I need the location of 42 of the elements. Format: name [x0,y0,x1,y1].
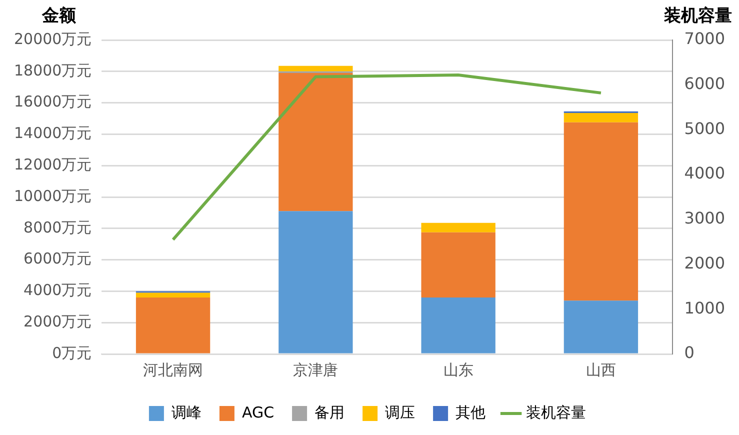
legend-label: 调压 [385,403,416,422]
y2-tick-label: 4000 [684,164,725,183]
y2-axis-title: 装机容量 [663,6,732,26]
y2-tick-label: 7000 [684,29,725,48]
y-tick-label: 14000万元 [14,124,92,142]
y2-tick-label: 6000 [684,74,725,94]
x-tick-label: 山东 [443,360,474,379]
legend-label: 调峰 [171,403,202,422]
y2-tick-label: 3000 [684,208,725,228]
y-axis-title: 金额 [41,6,77,26]
x-tick-label: 山西 [586,360,616,379]
y-tick-label: 4000万元 [24,281,92,300]
bar [278,211,353,354]
y-tick-label: 2000万元 [24,312,92,330]
y-tick-label: 16000万元 [14,92,92,111]
y-tick-label: 10000万元 [14,186,92,205]
y2-tick-label: 2000 [684,253,725,272]
bar [421,222,496,232]
bar [136,297,210,354]
y-tick-label: 0万元 [52,344,92,362]
x-tick-label: 京津唐 [293,360,338,379]
legend-label: 装机容量 [526,403,586,422]
bar [136,292,210,298]
legend-label: 备用 [314,403,345,422]
y-tick-label: 12000万元 [14,155,92,174]
y-tick-label: 6000万元 [24,250,92,268]
y2-tick-label: 0 [684,343,694,362]
y-tick-label: 18000万元 [14,61,92,80]
bar [564,122,638,301]
bar [564,113,638,122]
y-tick-label: 20000万元 [14,30,92,48]
bar [421,232,496,298]
legend-label: 其他 [456,403,486,422]
bar [278,66,353,72]
y2-tick-label: 5000 [684,118,725,138]
bar [278,72,353,212]
bar [421,297,496,354]
legend-label: AGC [242,403,274,422]
bar [564,300,638,354]
y2-tick-label: 1000 [684,298,725,318]
y-tick-label: 8000万元 [24,218,92,236]
x-tick-label: 河北南网 [143,360,204,379]
